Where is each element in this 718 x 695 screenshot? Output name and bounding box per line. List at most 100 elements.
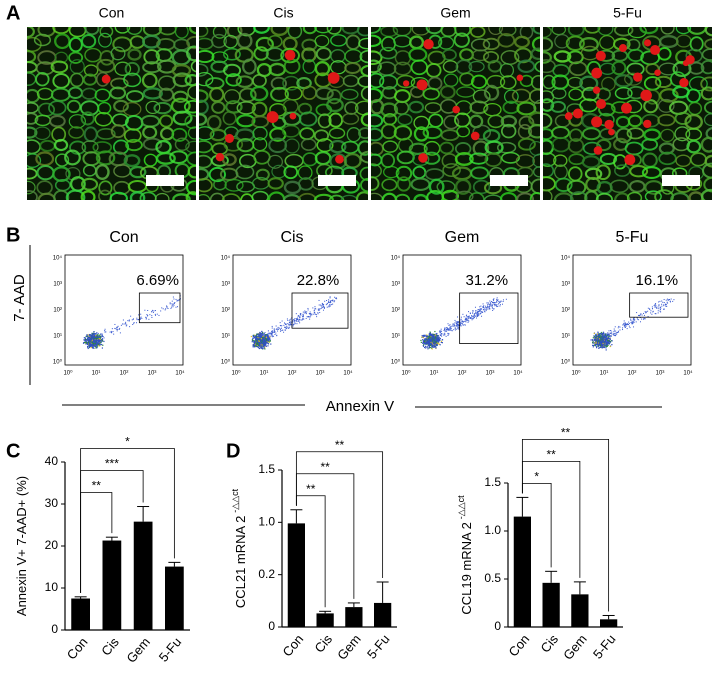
apoptotic-cell [423, 39, 433, 49]
event [636, 312, 637, 313]
event [430, 339, 431, 340]
tick-label: 10⁰ [221, 359, 231, 366]
event [428, 340, 429, 341]
event [100, 339, 101, 340]
event [645, 312, 646, 313]
x-tick-label: 5-Fu [364, 631, 393, 661]
apoptotic-cell [608, 129, 615, 136]
event [500, 304, 501, 305]
y-tick-label: 1.5 [484, 475, 501, 489]
apoptotic-cell [216, 153, 224, 161]
event [602, 336, 603, 337]
event [289, 322, 290, 323]
event [99, 340, 100, 341]
event [488, 306, 489, 307]
event [260, 347, 261, 348]
event [90, 339, 91, 340]
event [254, 341, 255, 342]
event [667, 302, 668, 303]
event [490, 303, 491, 304]
event [461, 317, 462, 318]
event [645, 311, 646, 312]
event [457, 316, 458, 317]
event [650, 310, 651, 311]
event [260, 339, 261, 340]
y-tick-label: 1.0 [484, 523, 501, 537]
event [611, 332, 612, 333]
event [276, 329, 277, 330]
apoptotic-cell [619, 44, 627, 52]
event [330, 301, 331, 302]
event [253, 335, 254, 336]
event [309, 319, 310, 320]
scale-bar [318, 175, 356, 186]
event [472, 310, 473, 311]
event [91, 338, 92, 339]
event [595, 334, 596, 335]
micrograph [363, 21, 548, 208]
event [313, 314, 314, 315]
significance-bracket [522, 439, 608, 611]
event [126, 325, 127, 326]
event [429, 343, 430, 344]
event [262, 338, 263, 339]
event [271, 334, 272, 335]
y-tick-label: 0 [268, 619, 275, 633]
event [425, 347, 426, 348]
event [293, 319, 294, 320]
event [603, 333, 604, 334]
event [321, 308, 322, 309]
event [455, 327, 456, 328]
event [315, 314, 316, 315]
event [280, 322, 281, 323]
event [492, 307, 493, 308]
event [102, 336, 103, 337]
apoptotic-cell [593, 86, 600, 93]
event [463, 325, 464, 326]
event [472, 316, 473, 317]
event [272, 335, 273, 336]
event [437, 342, 438, 343]
event [615, 335, 616, 336]
event [457, 328, 458, 329]
event [314, 310, 315, 311]
tick-label: 10² [53, 308, 62, 314]
event [608, 334, 609, 335]
event [299, 322, 300, 323]
event [265, 332, 266, 333]
event [425, 346, 426, 347]
event [604, 342, 605, 343]
tick-label: 10⁴ [221, 255, 231, 262]
apoptotic-cell [624, 154, 635, 165]
event [491, 301, 492, 302]
event [124, 324, 125, 325]
event [155, 310, 156, 311]
tick-label: 10⁴ [513, 370, 523, 377]
event [432, 336, 433, 337]
event [604, 335, 605, 336]
event [483, 309, 484, 310]
y-axis-label: 7- AAD [11, 274, 28, 322]
event [96, 332, 97, 333]
y-tick-label: 0 [494, 619, 501, 633]
event [255, 345, 256, 346]
event [438, 336, 439, 337]
event [285, 330, 286, 331]
event [149, 314, 150, 315]
event [258, 345, 259, 346]
event [93, 333, 94, 334]
event [492, 304, 493, 305]
significance-label: *** [105, 457, 119, 471]
event [334, 301, 335, 302]
event [281, 330, 282, 331]
event [633, 326, 634, 327]
event [105, 331, 106, 332]
event [102, 334, 103, 335]
event [605, 340, 606, 341]
event [630, 320, 631, 321]
apoptotic-cell [604, 120, 613, 129]
significance-label: ** [92, 479, 102, 493]
event [280, 329, 281, 330]
event [146, 318, 147, 319]
apoptotic-cell [267, 111, 279, 123]
